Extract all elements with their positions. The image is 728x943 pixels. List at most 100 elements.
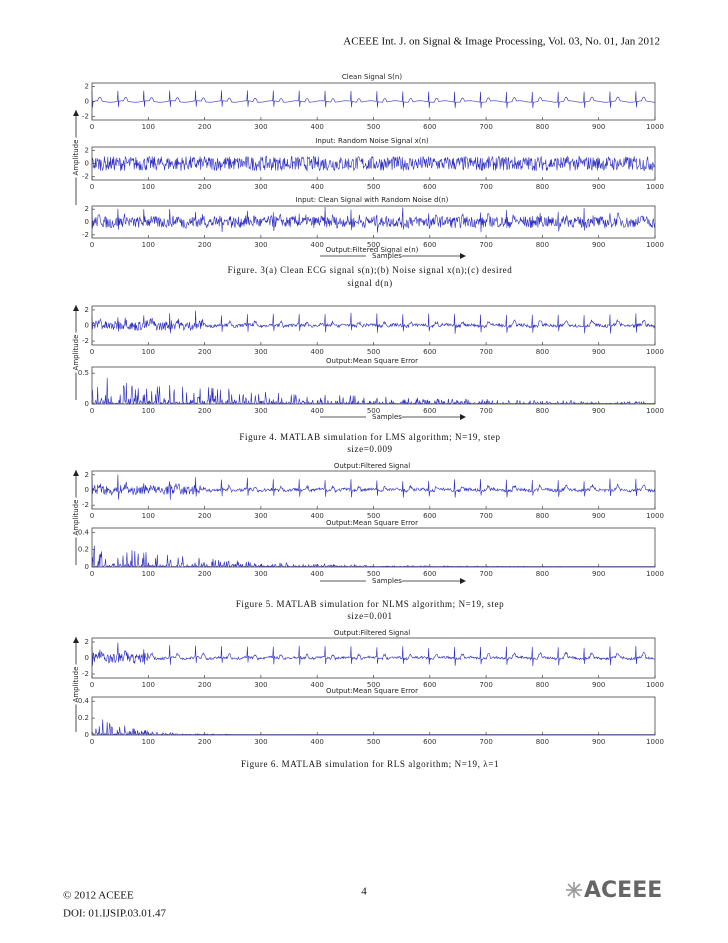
- arrow-head: [460, 578, 466, 584]
- plot-frame: [91, 527, 656, 568]
- amplitude-label: Amplitude: [72, 667, 80, 703]
- x-tick-label: 500: [367, 512, 380, 520]
- signal-line: [91, 310, 656, 334]
- signal-line: [91, 474, 656, 500]
- y-tick-label: 0: [85, 486, 89, 494]
- x-tick-label: 400: [311, 348, 324, 356]
- x-tick-label: 0: [90, 241, 94, 249]
- y-tick-label: -2: [82, 337, 89, 345]
- figure-caption: size=0.009: [347, 444, 392, 454]
- x-tick-label: 200: [198, 348, 211, 356]
- x-tick-label: 900: [592, 681, 605, 689]
- panel-title: Input: Random Noise Signal x(n): [315, 137, 429, 145]
- plot-frame: [91, 366, 656, 405]
- x-tick-label: 200: [198, 681, 211, 689]
- y-tick-label: 2: [85, 471, 89, 479]
- x-tick-label: 100: [142, 183, 155, 191]
- y-tick-label: 0.5: [78, 369, 89, 377]
- signal-trace: [91, 206, 656, 233]
- arrow-head: [73, 305, 79, 311]
- figure-caption: Figure 6. MATLAB simulation for RLS algo…: [241, 759, 499, 769]
- x-tick-label: 700: [479, 123, 492, 131]
- panel-title: Clean Signal S(n): [342, 73, 402, 81]
- x-tick-label: 0: [90, 738, 94, 746]
- running-header: ACEEE Int. J. on Signal & Image Processi…: [343, 36, 660, 48]
- x-tick-label: 800: [536, 123, 549, 131]
- x-tick-label: 200: [198, 183, 211, 191]
- x-tick-label: 100: [142, 681, 155, 689]
- x-tick-label: 800: [536, 681, 549, 689]
- x-tick-label: 100: [142, 570, 155, 578]
- panel-title: Output:Mean Square Error: [326, 357, 418, 365]
- x-tick-label: 0: [90, 183, 94, 191]
- arrow-head: [73, 470, 79, 476]
- x-tick-label: 1000: [646, 348, 664, 356]
- x-tick-label: 900: [592, 123, 605, 131]
- x-tick-label: 200: [198, 407, 211, 415]
- x-tick-label: 600: [423, 512, 436, 520]
- x-tick-label: 100: [142, 123, 155, 131]
- x-tick-label: 700: [479, 570, 492, 578]
- figure-caption: Figure 5. MATLAB simulation for NLMS alg…: [236, 599, 504, 609]
- x-tick-label: 400: [311, 123, 324, 131]
- signal-trace: [91, 545, 656, 568]
- figure-caption: Figure 4. MATLAB simulation for LMS algo…: [239, 432, 500, 442]
- x-tick-label: 900: [592, 183, 605, 191]
- signal-line: [91, 206, 656, 233]
- x-tick-label: 1000: [646, 123, 664, 131]
- x-tick-label: 400: [311, 512, 324, 520]
- y-tick-label: 0.4: [78, 697, 90, 705]
- x-tick-label: 800: [536, 738, 549, 746]
- x-tick-label: 600: [423, 738, 436, 746]
- x-tick-label: 600: [423, 241, 436, 249]
- x-tick-label: 500: [367, 241, 380, 249]
- x-tick-label: 300: [254, 570, 267, 578]
- y-tick-label: 0.4: [78, 528, 90, 536]
- x-tick-label: 400: [311, 183, 324, 191]
- x-tick-label: 600: [423, 123, 436, 131]
- amplitude-label: Amplitude: [72, 335, 80, 371]
- x-tick-label: 300: [254, 123, 267, 131]
- x-tick-label: 700: [479, 183, 492, 191]
- x-tick-label: 400: [311, 570, 324, 578]
- x-tick-label: 800: [536, 241, 549, 249]
- signal-line: [91, 90, 655, 109]
- x-tick-label: 600: [423, 183, 436, 191]
- signal-line: [91, 377, 656, 405]
- y-tick-label: 0: [85, 322, 89, 330]
- page-number: 4: [361, 886, 367, 898]
- y-tick-label: 2: [85, 83, 89, 91]
- x-tick-label: 700: [479, 512, 492, 520]
- signal-line: [91, 642, 656, 667]
- x-tick-label: 500: [367, 407, 380, 415]
- logo-text: ACEEE: [584, 878, 662, 903]
- signal-trace: [91, 642, 656, 667]
- x-tick-label: 300: [254, 348, 267, 356]
- x-tick-label: 500: [367, 681, 380, 689]
- y-tick-label: -2: [82, 112, 89, 120]
- x-tick-label: 200: [198, 512, 211, 520]
- x-tick-label: 1000: [646, 512, 664, 520]
- y-tick-label: 2: [85, 146, 89, 154]
- x-tick-label: 200: [198, 123, 211, 131]
- x-tick-label: 300: [254, 512, 267, 520]
- x-tick-label: 300: [254, 738, 267, 746]
- x-tick-label: 900: [592, 348, 605, 356]
- arrow-head: [460, 414, 466, 420]
- x-tick-label: 100: [142, 241, 155, 249]
- x-tick-label: 700: [479, 738, 492, 746]
- y-tick-label: 0: [85, 731, 89, 739]
- panel-title: Input: Clean Signal with Random Noise d(…: [296, 196, 449, 204]
- x-tick-label: 1000: [646, 738, 664, 746]
- signal-trace: [91, 377, 656, 405]
- plot-frame: [91, 305, 656, 346]
- panel-title: Output:Mean Square Error: [326, 687, 418, 695]
- x-tick-label: 800: [536, 570, 549, 578]
- arrow-head: [460, 253, 466, 259]
- x-tick-label: 700: [479, 407, 492, 415]
- x-tick-label: 0: [90, 348, 94, 356]
- y-tick-label: 0: [85, 654, 89, 662]
- x-tick-label: 200: [198, 241, 211, 249]
- figure-caption: signal d(n): [347, 278, 392, 288]
- x-tick-label: 500: [367, 348, 380, 356]
